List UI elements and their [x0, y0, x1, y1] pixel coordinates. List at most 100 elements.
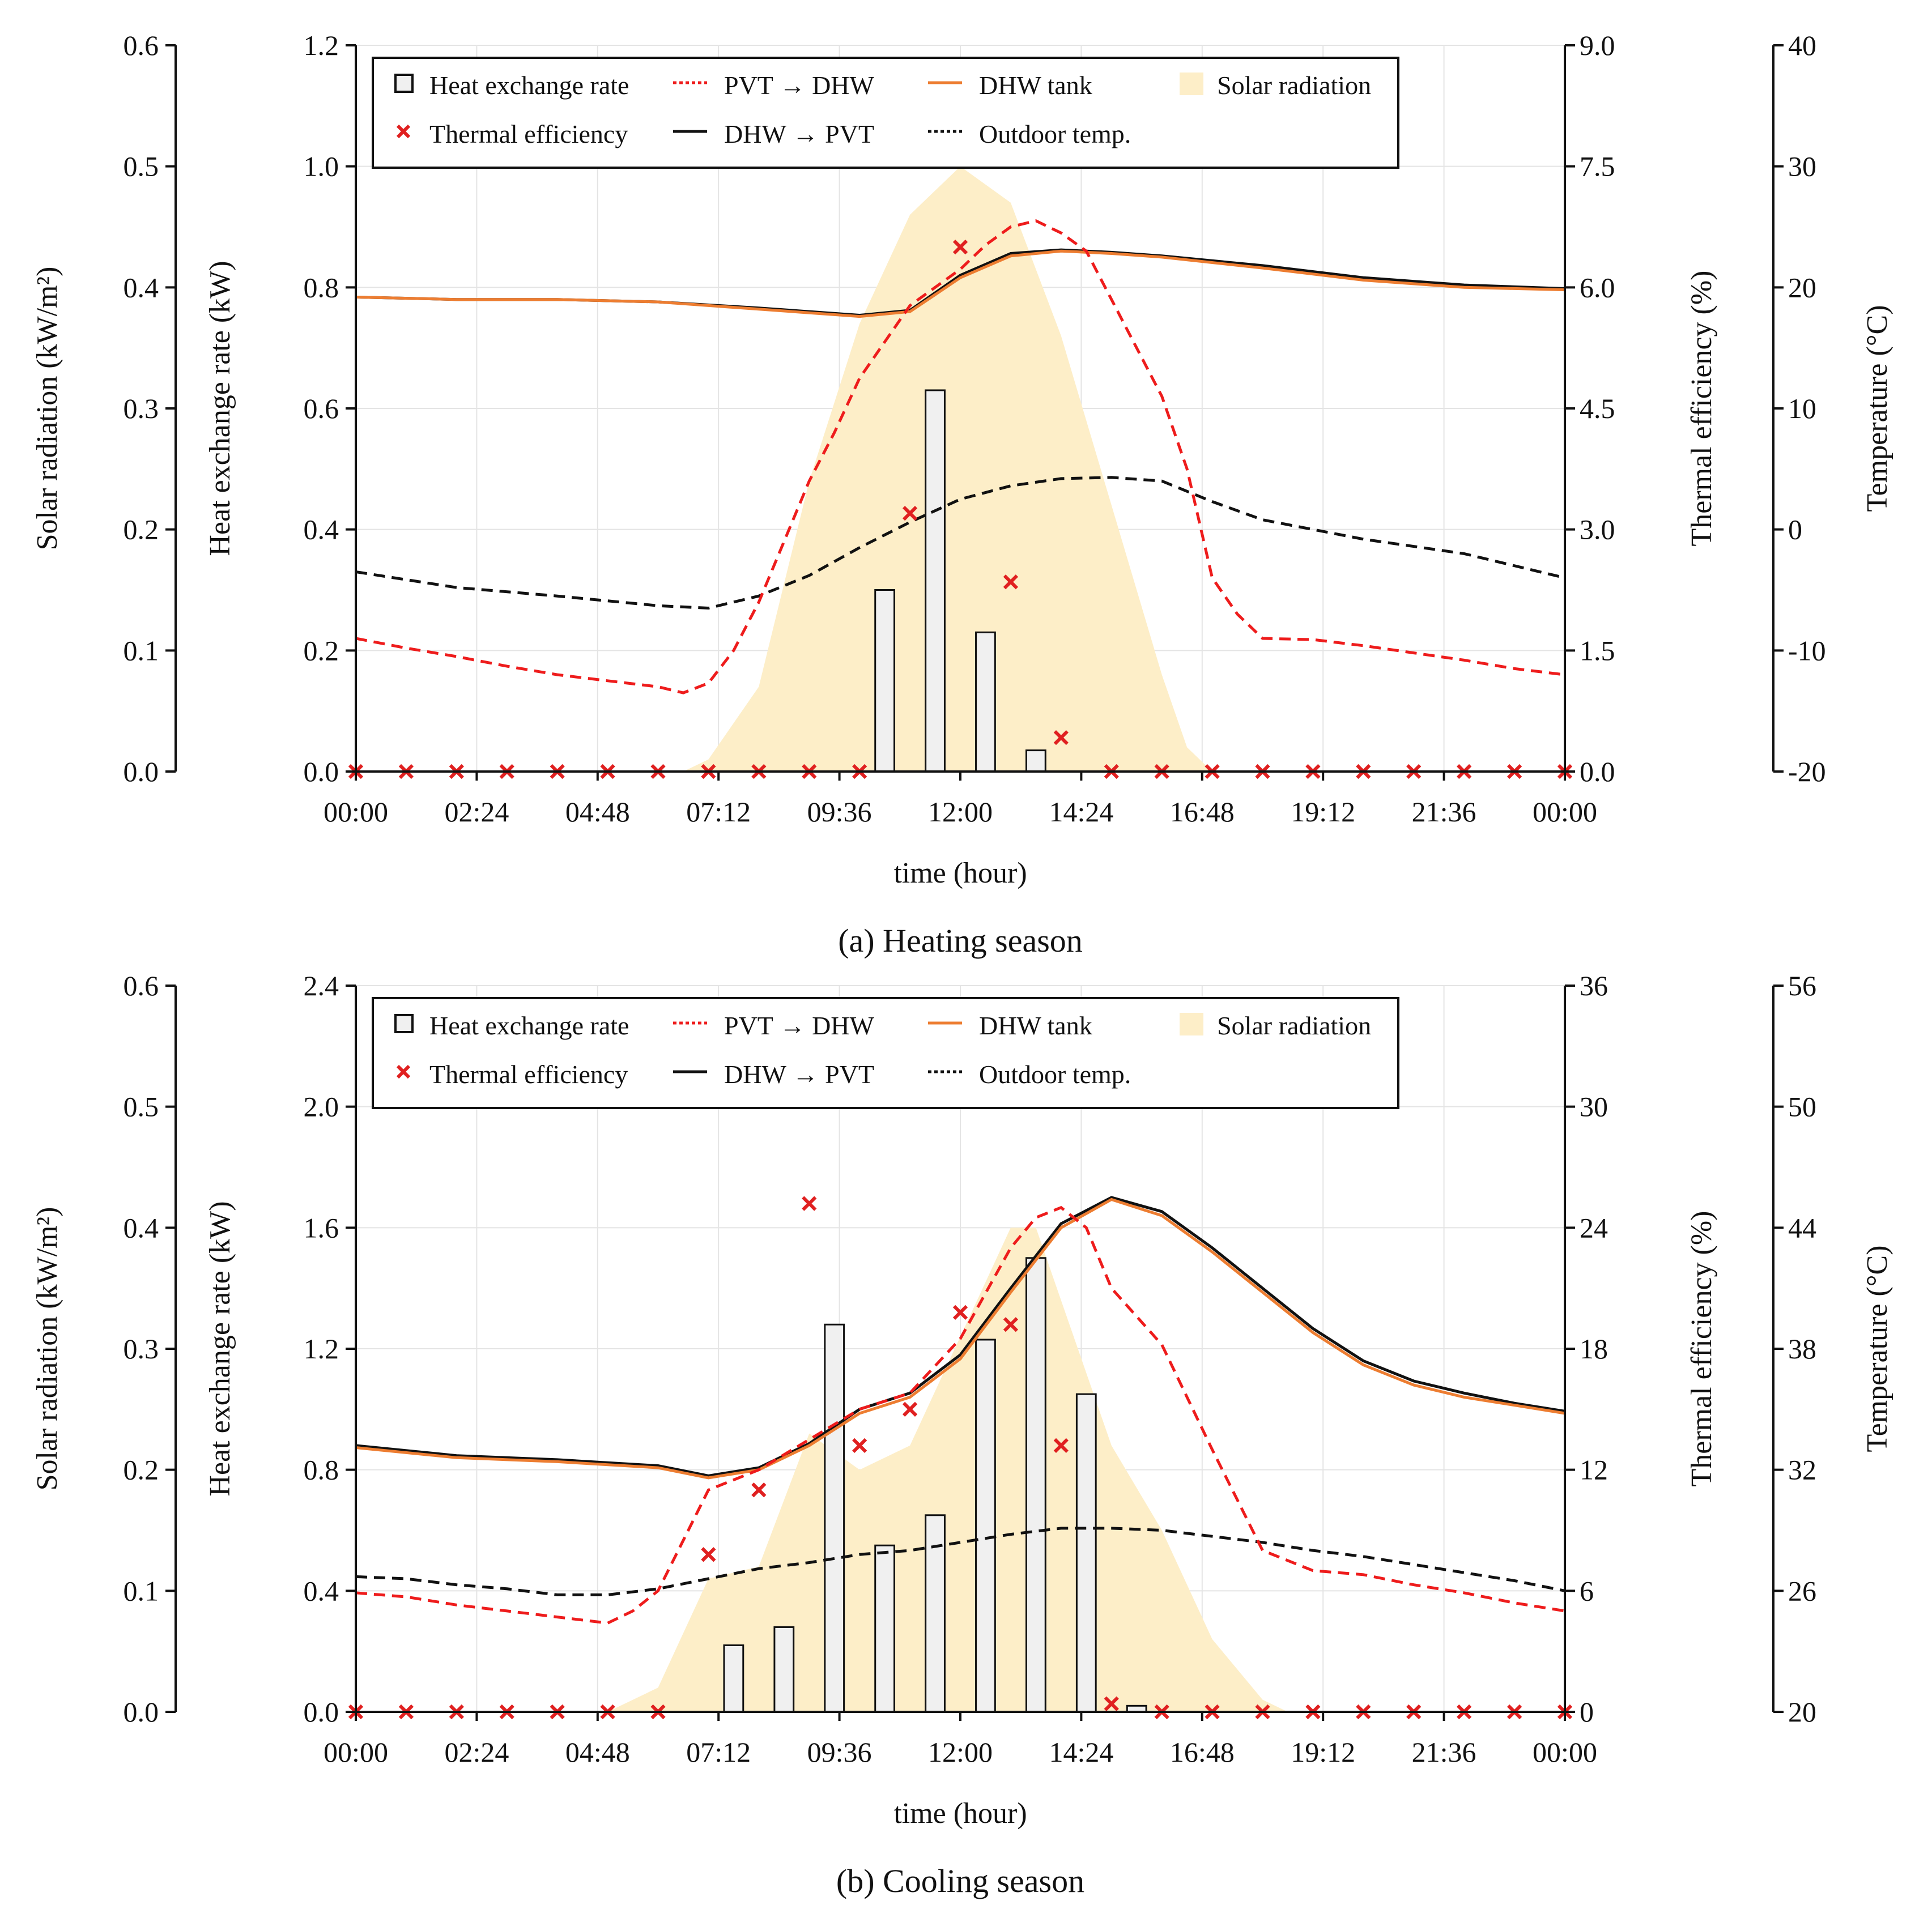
eff-tick-label: 12	[1580, 1454, 1608, 1486]
solar-tick-label: 0.0	[124, 756, 159, 787]
temp-axis-label: Temperature (°C)	[1861, 1245, 1893, 1452]
heat-exchange-bar	[1075, 1393, 1097, 1713]
legend-label: PVT → DHW	[724, 71, 875, 100]
x-tick-label: 09:36	[807, 1736, 872, 1768]
thermal-efficiency-marker	[952, 239, 968, 255]
temp-tick-label: 0	[1788, 514, 1802, 546]
eff-tick-label: 24	[1580, 1212, 1608, 1243]
legend-label: DHW tank	[979, 71, 1092, 100]
temp-tick-label: 26	[1788, 1575, 1816, 1606]
thermal-efficiency-marker	[902, 506, 918, 521]
solar-tick-label: 0.4	[124, 271, 159, 303]
solar-axis-label: Solar radiation (kW/m²)	[31, 1207, 63, 1491]
solar-tick-label: 0.3	[124, 393, 159, 424]
solar-tick-label: 0.5	[124, 1091, 159, 1123]
temp-tick-label: -20	[1788, 756, 1826, 787]
eff-axis-label: Thermal efficiency (%)	[1686, 271, 1718, 547]
heat-tick-label: 2.4	[304, 970, 339, 1002]
heat-tick-label: 1.0	[304, 151, 339, 182]
heat-tick-label: 1.6	[304, 1212, 339, 1243]
temp-axis-label: Temperature (°C)	[1861, 305, 1893, 512]
x-tick-label: 19:12	[1291, 796, 1355, 828]
x-tick-label: 02:24	[444, 796, 509, 828]
heat-exchange-bar	[1025, 1257, 1046, 1713]
solar-tick-label: 0.2	[124, 1454, 159, 1486]
thermal-efficiency-marker	[952, 1305, 968, 1320]
temp-tick-label: 56	[1788, 970, 1816, 1002]
legend-box	[372, 997, 1399, 1109]
heat-exchange-bar	[925, 389, 946, 773]
heat-tick-label: 0.8	[304, 271, 339, 303]
legend-label: Heat exchange rate	[429, 71, 629, 100]
legend-label: Solar radiation	[1217, 71, 1371, 100]
heat-axis-label: Heat exchange rate (kW)	[204, 261, 236, 556]
heat-tick-label: 0.4	[304, 1575, 339, 1606]
eff-tick-label: 7.5	[1580, 151, 1615, 182]
x-tick-label: 04:48	[565, 796, 630, 828]
x-tick-label: 16:48	[1170, 1736, 1235, 1768]
temp-tick-label: 50	[1788, 1091, 1816, 1123]
x-tick-label: 00:00	[1533, 796, 1597, 828]
eff-axis-label: Thermal efficiency (%)	[1686, 1211, 1718, 1487]
panel-caption: (b) Cooling season	[836, 1863, 1084, 1899]
temp-tick-label: 30	[1788, 151, 1816, 182]
temp-tick-label: 32	[1788, 1454, 1816, 1486]
heat-exchange-bar	[874, 589, 896, 773]
heat-tick-label: 0.2	[304, 634, 339, 666]
solar-tick-label: 0.0	[124, 1696, 159, 1728]
x-tick-label: 12:00	[928, 796, 993, 828]
x-tick-label: 00:00	[1533, 1736, 1597, 1768]
temp-tick-label: 10	[1788, 393, 1816, 424]
solar-radiation-area	[356, 1228, 1565, 1712]
x-tick-label: 16:48	[1170, 796, 1235, 828]
outdoor-temp-line	[355, 1527, 1565, 1596]
eff-tick-label: 0.0	[1580, 756, 1615, 787]
x-tick-label: 00:00	[324, 796, 388, 828]
x-tick-label: 19:12	[1291, 1736, 1355, 1768]
thermal-efficiency-marker	[1053, 730, 1069, 745]
pvt-to-dhw-line	[355, 219, 1565, 694]
legend-swatch-heat-rate	[394, 1014, 414, 1033]
eff-tick-label: 18	[1580, 1333, 1608, 1365]
thermal-efficiency-marker	[802, 1196, 817, 1211]
heat-tick-label: 0.0	[304, 756, 339, 787]
eff-tick-label: 30	[1580, 1091, 1608, 1123]
thermal-efficiency-marker	[1003, 574, 1019, 590]
legend-label: Heat exchange rate	[429, 1011, 629, 1040]
legend-label: PVT → DHW	[724, 1011, 875, 1040]
legend-label: Solar radiation	[1217, 1011, 1371, 1040]
dhw-to-pvt-line	[355, 1196, 1565, 1477]
thermal-efficiency-marker	[902, 1401, 918, 1417]
dhw-tank-line	[355, 1197, 1565, 1480]
legend-label: DHW → PVT	[724, 120, 874, 148]
legend: Heat exchange rate PVT → DHW DHW tank Solar…	[372, 57, 1399, 169]
heat-tick-label: 2.0	[304, 1091, 339, 1123]
x-tick-label: 04:48	[565, 1736, 630, 1768]
x-tick-label: 12:00	[928, 1736, 993, 1768]
solar-tick-label: 0.4	[124, 1212, 159, 1243]
x-axis-label: time (hour)	[893, 857, 1027, 889]
legend-swatch-efficiency	[396, 1064, 411, 1079]
heat-tick-label: 1.2	[304, 29, 339, 61]
panel-heating: 0.0 0.1 0.2 0.3 0.4 0.5 0.6 Solar radiation (kW…	[31, 29, 1893, 959]
legend-box	[372, 57, 1399, 169]
solar-tick-label: 0.6	[124, 970, 159, 1002]
x-tick-label: 21:36	[1412, 796, 1476, 828]
thermal-efficiency-marker	[701, 1547, 716, 1562]
x-tick-label: 14:24	[1049, 796, 1113, 828]
legend-label: Thermal efficiency	[429, 120, 628, 148]
heat-tick-label: 1.2	[304, 1333, 339, 1365]
legend-label: Thermal efficiency	[429, 1060, 628, 1089]
temp-tick-label: 20	[1788, 1696, 1816, 1728]
heat-exchange-bar	[975, 631, 996, 773]
panel-cooling: 0.0 0.1 0.2 0.3 0.4 0.5 0.6 Solar radiation (kW…	[31, 970, 1893, 1899]
legend-swatch-heat-rate	[394, 74, 414, 93]
x-tick-label: 09:36	[807, 796, 872, 828]
heat-exchange-bar	[824, 1323, 845, 1713]
legend-label: DHW → PVT	[724, 1060, 874, 1089]
solar-tick-label: 0.2	[124, 514, 159, 546]
pvt-to-dhw-line	[355, 1205, 1565, 1625]
heat-tick-label: 0.4	[304, 514, 339, 546]
solar-tick-label: 0.1	[124, 1575, 159, 1606]
heat-exchange-bar	[773, 1626, 795, 1713]
